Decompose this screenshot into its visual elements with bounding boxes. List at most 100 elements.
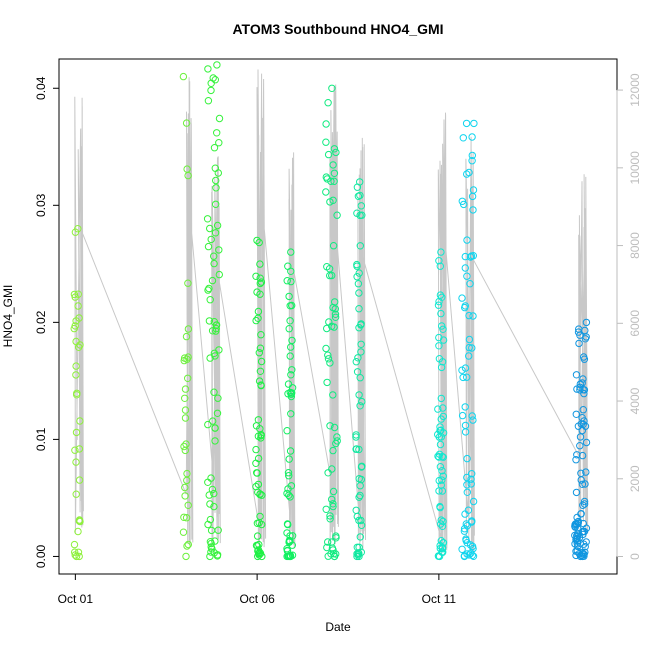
data-point — [215, 270, 224, 279]
data-point — [435, 487, 443, 495]
data-point — [252, 445, 260, 454]
data-point — [215, 114, 224, 123]
data-point — [438, 545, 447, 553]
data-point — [434, 405, 442, 413]
data-point — [208, 485, 217, 494]
data-point — [253, 236, 261, 245]
data-point — [463, 373, 471, 381]
data-point — [580, 389, 588, 398]
data-point — [356, 533, 364, 541]
data-point — [330, 169, 339, 178]
data-point — [180, 513, 188, 521]
y2-tick-label: 0 — [628, 553, 642, 560]
data-point — [211, 229, 220, 237]
flight-points-9 — [458, 119, 478, 561]
data-point — [358, 397, 366, 406]
flight-points-6 — [322, 84, 341, 561]
data-point — [458, 366, 466, 374]
data-point — [322, 138, 330, 146]
data-point — [330, 323, 338, 331]
data-point — [183, 469, 191, 478]
data-point — [355, 516, 363, 525]
data-point — [357, 548, 365, 556]
data-point — [331, 305, 339, 313]
data-point — [325, 318, 333, 326]
data-point — [327, 177, 335, 186]
data-point — [578, 379, 586, 387]
data-point — [436, 262, 444, 270]
data-point — [211, 352, 219, 360]
data-point — [323, 263, 331, 271]
altitude-series — [74, 69, 589, 555]
data-point — [208, 327, 217, 335]
data-point — [204, 478, 212, 486]
data-point — [460, 527, 469, 535]
data-point — [256, 274, 264, 282]
data-point — [256, 260, 264, 268]
data-point — [579, 519, 588, 528]
flight-points-2 — [179, 72, 193, 561]
data-point — [573, 451, 581, 459]
data-point — [207, 526, 216, 535]
data-point — [71, 551, 79, 559]
data-point — [465, 352, 473, 360]
data-point — [435, 333, 443, 342]
data-point — [284, 380, 293, 388]
y2-tick-label: 8000 — [628, 232, 642, 259]
data-point — [288, 366, 296, 374]
data-point — [572, 456, 580, 464]
hno4-points — [70, 61, 591, 561]
data-point — [287, 371, 295, 379]
data-point — [579, 406, 587, 414]
data-point — [182, 552, 190, 561]
data-point — [254, 549, 263, 558]
data-point — [324, 150, 333, 159]
y2-tick-label: 4000 — [628, 387, 642, 414]
data-point — [458, 545, 466, 553]
data-point — [460, 552, 469, 560]
x-axis: Oct 01 Oct 06 Oct 11 — [58, 573, 456, 606]
data-point — [210, 252, 218, 260]
data-point — [356, 242, 364, 250]
data-point — [461, 428, 470, 436]
data-point — [458, 411, 467, 420]
data-point — [465, 551, 473, 559]
data-point — [461, 421, 470, 430]
data-point — [285, 325, 293, 333]
data-point — [207, 474, 215, 482]
data-point — [252, 272, 260, 280]
data-point — [72, 371, 80, 379]
data-point — [355, 543, 363, 551]
data-point — [287, 343, 295, 351]
data-point — [353, 260, 361, 269]
data-point — [468, 470, 476, 478]
data-point — [210, 489, 218, 498]
data-point — [254, 454, 263, 463]
data-point — [333, 433, 341, 441]
data-point — [463, 539, 471, 547]
data-point — [357, 463, 366, 471]
data-point — [354, 280, 363, 288]
data-point — [353, 368, 362, 376]
data-point — [210, 502, 218, 511]
data-point — [71, 446, 79, 454]
data-point — [330, 177, 338, 186]
data-point — [355, 445, 363, 454]
data-point — [465, 335, 474, 344]
data-point — [438, 358, 447, 366]
data-point — [580, 417, 588, 425]
data-point — [461, 264, 469, 272]
data-point — [463, 170, 471, 178]
data-point — [210, 259, 218, 268]
data-point — [211, 164, 220, 172]
data-point — [438, 476, 446, 484]
data-point — [75, 476, 84, 484]
data-point — [355, 289, 363, 297]
data-point — [214, 394, 222, 402]
data-point — [74, 527, 82, 536]
data-point — [356, 374, 364, 382]
data-point — [435, 453, 443, 461]
data-point — [463, 481, 471, 489]
data-point — [253, 288, 261, 296]
data-point — [435, 476, 443, 485]
